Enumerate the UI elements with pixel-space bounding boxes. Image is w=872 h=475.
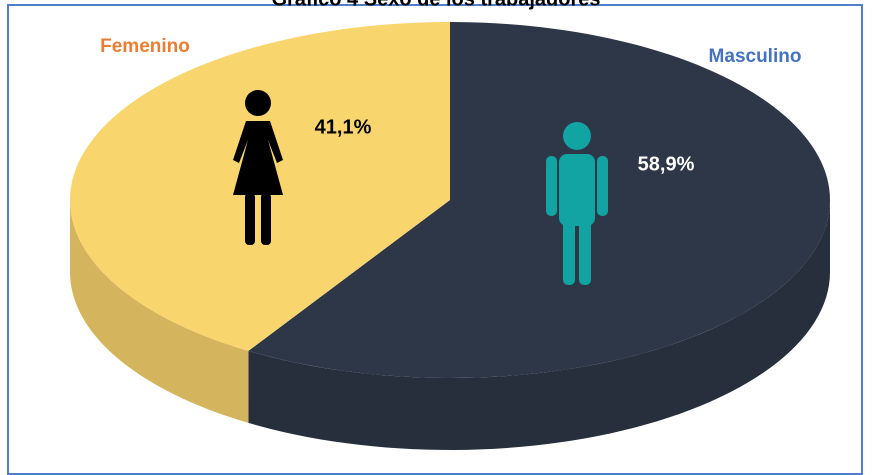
value-label: 58,9% [638,153,695,175]
slice-side [70,200,249,423]
slice [248,22,830,378]
category-label: Femenino [100,36,190,57]
male-icon [546,122,608,285]
pie [70,22,830,450]
category-label: Masculino [709,46,802,67]
slice-side [248,200,830,450]
value-label: 41,1% [315,116,372,138]
chart-title: Gráfico 4 Sexo de los trabajadores [271,0,600,10]
female-icon [233,90,283,245]
